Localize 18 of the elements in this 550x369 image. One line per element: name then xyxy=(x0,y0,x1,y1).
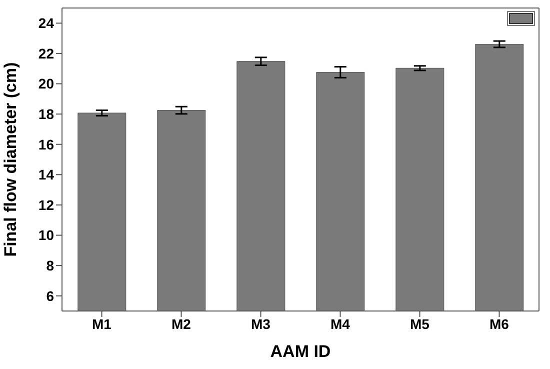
y-tick-label: 20 xyxy=(38,76,54,92)
y-tick-label: 12 xyxy=(38,196,54,213)
y-tick-label: 8 xyxy=(46,258,54,274)
x-tick-label: M2 xyxy=(172,316,192,332)
x-tick-label: M4 xyxy=(330,316,350,332)
y-tick-label: 14 xyxy=(38,166,54,183)
y-tick-label: 18 xyxy=(38,106,54,122)
y-tick-label: 24 xyxy=(38,15,54,32)
y-tick-label: 22 xyxy=(38,45,54,62)
y-tick-label: 16 xyxy=(38,136,54,152)
x-tick-label: M3 xyxy=(251,316,271,332)
x-tick-label: M5 xyxy=(410,316,430,332)
x-axis-title: AAM ID xyxy=(270,342,331,361)
x-tick-label: M6 xyxy=(490,316,510,332)
y-tick-label: 10 xyxy=(38,227,54,244)
x-tick-label: M1 xyxy=(92,316,112,332)
y-axis-title: Final flow diameter (cm) xyxy=(1,62,20,257)
y-tick-label: 6 xyxy=(46,288,54,304)
